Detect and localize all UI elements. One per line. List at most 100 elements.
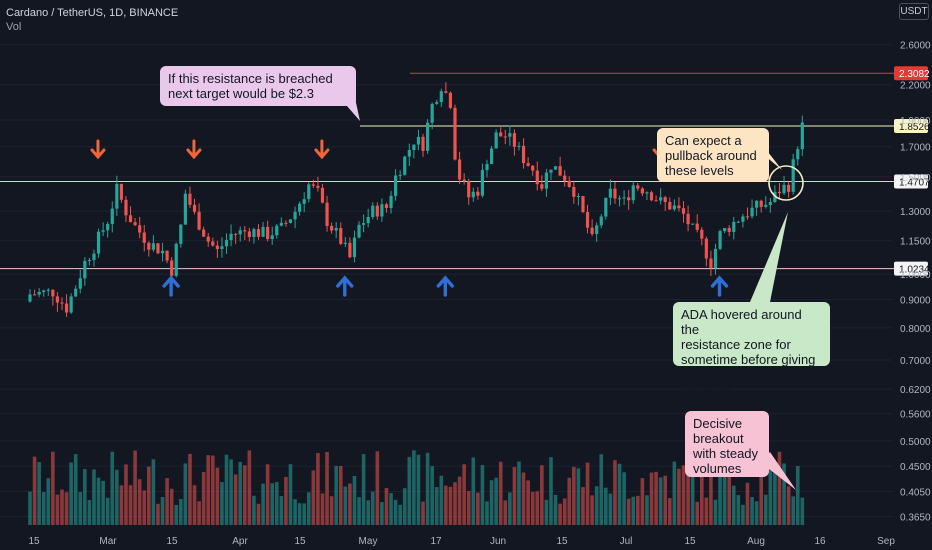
candle-body: [659, 197, 663, 201]
candle-body: [791, 159, 795, 192]
candle-body: [74, 288, 78, 297]
candle-body: [69, 296, 73, 313]
volume-annotation: Decisive breakout with steady volumes: [685, 411, 769, 477]
volume-bar: [795, 466, 800, 525]
candle-body: [590, 227, 594, 234]
volume-bar: [585, 462, 590, 525]
volume-bar: [549, 457, 553, 525]
volume-bar: [302, 503, 306, 525]
volume-bar: [270, 483, 275, 525]
candle-body: [394, 175, 398, 196]
candle-body: [343, 242, 347, 244]
candle-body: [796, 149, 800, 160]
currency-unit-badge[interactable]: USDT: [899, 3, 929, 20]
candle-body: [293, 211, 297, 220]
candle-body: [713, 248, 718, 269]
pullback-annotation: Can expect a pullback around these level…: [657, 128, 769, 182]
volume-bar: [672, 461, 677, 525]
volume-bar: [782, 463, 786, 525]
chart-header: Cardano / TetherUS, 1D, BINANCE Vol: [6, 6, 178, 34]
candle-body: [115, 183, 119, 209]
candle-body: [681, 208, 686, 214]
volume-bar: [64, 492, 69, 525]
candle-body: [480, 170, 485, 196]
candle-body: [768, 201, 772, 205]
volume-bar: [41, 492, 46, 525]
candle-body: [220, 246, 224, 249]
candle-body: [558, 166, 562, 176]
price-tick-label: 1.0000: [900, 270, 931, 281]
candle-body: [156, 243, 160, 254]
candle-body: [138, 225, 142, 233]
candle-body: [700, 229, 704, 239]
volume-bar: [512, 467, 517, 525]
volume-bar: [156, 503, 160, 525]
volume-bar: [393, 499, 398, 525]
volume-bar: [718, 460, 722, 525]
candle-body: [553, 166, 558, 170]
volume-bar: [608, 493, 613, 525]
volume-bar: [530, 491, 535, 525]
volume-bar: [398, 504, 402, 525]
time-tick-label: 17: [430, 536, 442, 547]
volume-bar: [311, 470, 316, 525]
candle-body: [759, 200, 763, 207]
volume-bar: [32, 456, 37, 525]
volume-bar: [704, 497, 709, 525]
candle-body: [197, 211, 201, 230]
candle-body: [170, 260, 174, 276]
candle-body: [544, 172, 549, 189]
candle-body: [787, 184, 791, 192]
volume-bar: [750, 496, 754, 525]
candle-body: [416, 136, 421, 145]
candle-body: [142, 232, 146, 243]
price-tick-label: 0.6200: [900, 385, 931, 396]
candle-body: [188, 193, 192, 205]
volume-bar: [521, 472, 526, 525]
volume-bar: [604, 487, 608, 525]
volume-bar: [517, 461, 521, 525]
price-level-label: 1.0234: [899, 265, 930, 276]
candle-body: [581, 196, 585, 212]
volume-bar: [713, 499, 718, 525]
candle-body: [247, 231, 251, 237]
candle-body: [549, 169, 553, 173]
volume-bar: [73, 454, 78, 525]
volume-bar: [800, 497, 805, 525]
candle-body: [165, 250, 169, 261]
breakout-circle: [768, 165, 804, 201]
candle-body: [531, 165, 535, 171]
candle-body: [485, 164, 489, 171]
volume-bar: [92, 469, 96, 525]
volume-bar: [544, 499, 549, 525]
volume-bar: [274, 482, 279, 525]
volume-bar: [590, 495, 594, 525]
volume-bar: [773, 464, 777, 525]
candle-body: [339, 227, 343, 244]
symbol-title: Cardano / TetherUS, 1D, BINANCE: [6, 7, 179, 19]
candle-body: [234, 233, 238, 235]
volume-bar: [722, 470, 727, 525]
up-arrow-icon: [710, 275, 729, 297]
volume-bar: [110, 451, 115, 525]
price-level-label: 1.4707: [899, 178, 930, 189]
price-tick-label: 0.7000: [900, 356, 931, 367]
volume-bar: [572, 466, 576, 525]
time-tick-label: Jul: [620, 536, 633, 547]
volume-bar: [613, 460, 617, 525]
volume-bar: [448, 486, 453, 525]
candle-body: [540, 184, 544, 189]
price-tick-label: 1.1500: [900, 237, 931, 248]
volume-bar: [229, 459, 233, 525]
volume-bar: [370, 491, 375, 525]
candle-body: [777, 191, 782, 194]
candle-body: [435, 102, 439, 104]
candle-body: [672, 205, 676, 210]
candle-body: [732, 221, 736, 232]
volume-bar: [55, 494, 60, 525]
candle-body: [499, 132, 503, 137]
volume-bar: [247, 450, 252, 525]
candle-body: [627, 197, 631, 201]
candle-body: [252, 229, 256, 237]
candle-body: [462, 179, 466, 182]
